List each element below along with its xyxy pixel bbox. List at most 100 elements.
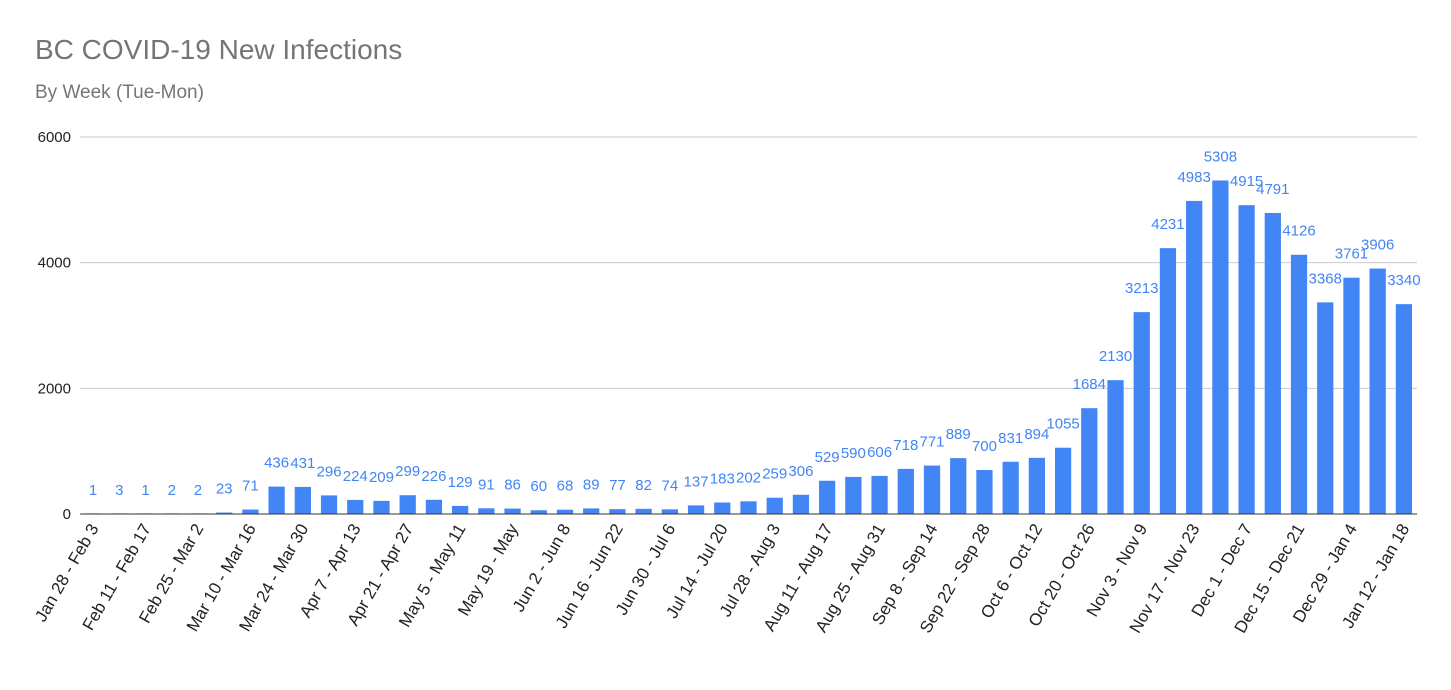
bar	[1395, 304, 1413, 514]
bar	[1107, 380, 1124, 514]
data-label: 4791	[1256, 181, 1289, 198]
bar	[320, 495, 338, 514]
bar	[714, 502, 731, 514]
bar	[1290, 254, 1308, 514]
data-label: 259	[762, 466, 787, 483]
data-label: 3213	[1125, 280, 1158, 297]
data-label: 1684	[1073, 376, 1106, 393]
data-label: 3906	[1361, 237, 1394, 254]
data-label: 209	[369, 469, 394, 486]
bar	[1369, 268, 1386, 514]
data-label: 3	[115, 482, 123, 499]
bar	[609, 509, 626, 514]
data-label: 894	[1024, 426, 1049, 443]
bar	[294, 486, 311, 514]
bar	[1054, 447, 1072, 514]
bar	[1081, 408, 1098, 514]
bar	[766, 497, 783, 514]
bar	[819, 480, 836, 514]
y-axis-ticks: 0 2000 4000 6000	[38, 129, 71, 523]
data-label: 74	[662, 477, 679, 494]
bar	[242, 509, 259, 514]
bar	[399, 495, 416, 514]
data-label: 590	[841, 445, 866, 462]
data-label: 4231	[1151, 216, 1184, 233]
bar	[452, 505, 469, 514]
data-label: 718	[893, 437, 918, 454]
data-label: 71	[242, 478, 259, 495]
bar	[1002, 461, 1019, 514]
bar	[556, 509, 574, 514]
data-label: 183	[710, 471, 735, 488]
bar	[1317, 302, 1334, 514]
bar	[792, 494, 810, 514]
bar	[504, 508, 521, 514]
data-label: 1	[89, 482, 97, 499]
data-label: 431	[290, 455, 315, 472]
data-label: 77	[609, 477, 626, 494]
data-label: 226	[421, 468, 446, 485]
bar	[425, 499, 443, 514]
data-label: 1	[141, 482, 149, 499]
bar	[1133, 312, 1150, 514]
data-label: 4983	[1177, 169, 1210, 186]
data-label: 23	[216, 481, 233, 498]
data-label: 202	[736, 469, 761, 486]
data-label: 3368	[1309, 270, 1342, 287]
data-label: 2	[194, 482, 202, 499]
data-label: 3340	[1387, 272, 1420, 289]
bar	[950, 458, 967, 514]
bar	[347, 499, 364, 514]
data-label: 5308	[1204, 148, 1237, 165]
data-label: 306	[788, 463, 813, 480]
data-label: 831	[998, 430, 1023, 447]
bars	[84, 180, 1413, 515]
data-label: 82	[635, 477, 652, 494]
data-label: 4126	[1282, 223, 1315, 240]
bar	[1212, 180, 1229, 515]
data-label: 137	[684, 473, 709, 490]
bar	[1343, 277, 1360, 514]
data-label: 700	[972, 438, 997, 455]
bar	[845, 476, 862, 514]
chart-title: BC COVID-19 New Infections	[35, 34, 403, 65]
bar	[1238, 205, 1255, 514]
data-label: 889	[946, 426, 971, 443]
bar	[1028, 457, 1045, 514]
y-tick-label: 4000	[38, 255, 71, 272]
bar	[740, 501, 757, 514]
data-label: 296	[317, 463, 342, 480]
chart-subtitle: By Week (Tue-Mon)	[35, 82, 204, 103]
data-label: 299	[395, 463, 420, 480]
bar	[216, 512, 233, 514]
bar	[1159, 248, 1177, 514]
y-tick-label: 0	[63, 506, 71, 523]
data-label: 1055	[1046, 416, 1079, 433]
data-label: 91	[478, 476, 495, 493]
data-label: 224	[343, 468, 368, 485]
bar	[635, 508, 652, 514]
data-label: 129	[448, 474, 473, 491]
bar	[583, 508, 600, 514]
bar	[897, 468, 914, 514]
bar	[478, 508, 495, 514]
bar	[530, 510, 547, 514]
y-tick-label: 2000	[38, 380, 71, 397]
bar	[268, 486, 285, 514]
bar	[661, 509, 678, 514]
data-label: 436	[264, 455, 289, 472]
data-label: 529	[815, 449, 840, 466]
data-label: 3761	[1335, 246, 1368, 263]
bar	[1264, 212, 1281, 514]
bar	[373, 500, 390, 514]
data-label: 86	[504, 477, 521, 494]
data-label: 4915	[1230, 173, 1263, 190]
bar	[687, 505, 705, 514]
bar	[923, 465, 941, 514]
data-label: 68	[557, 478, 574, 495]
bar	[871, 475, 888, 514]
data-label: 771	[919, 434, 944, 451]
